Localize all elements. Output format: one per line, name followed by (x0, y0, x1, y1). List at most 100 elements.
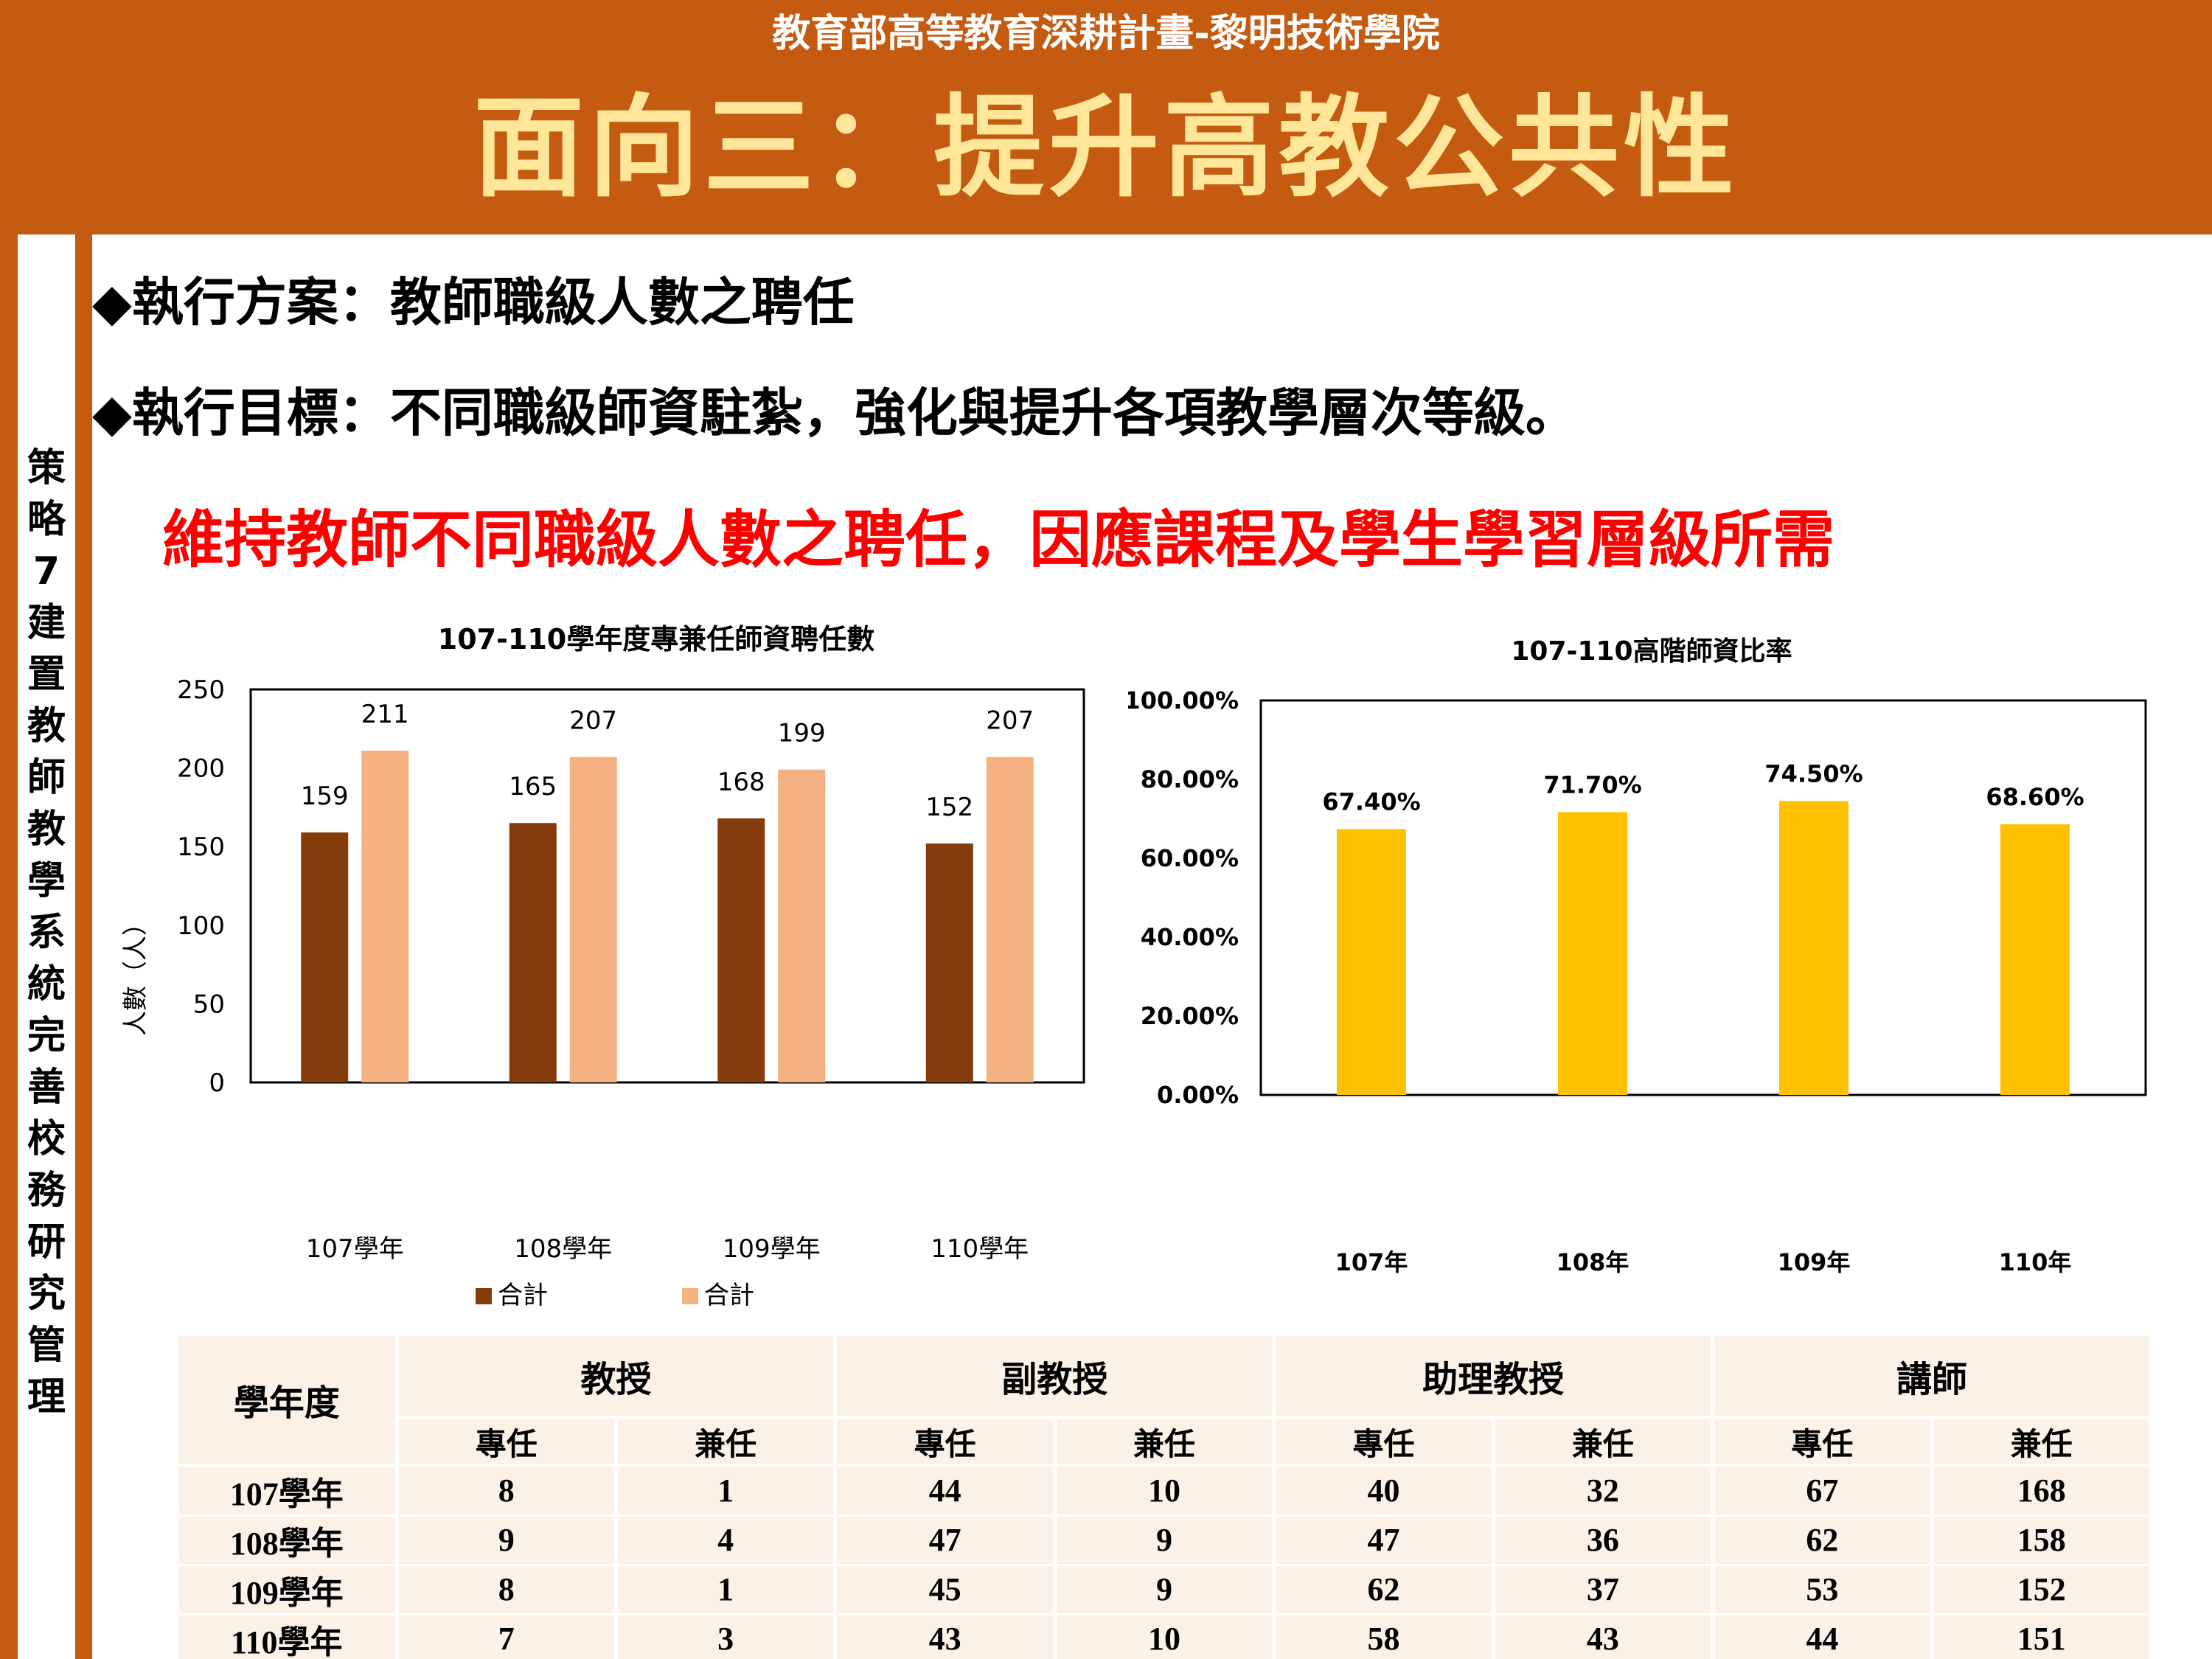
table-cell: 40 (1273, 1465, 1495, 1517)
sidebar-char: 理 (27, 1375, 66, 1419)
data-label: 159 (301, 782, 349, 811)
data-label: 168 (717, 768, 765, 797)
bar (509, 823, 557, 1082)
x-tick-label: 107學年 (306, 1234, 404, 1264)
y-axis-label: 人數（人） (121, 911, 150, 1036)
table-cell-year: 107學年 (178, 1465, 399, 1517)
table-header-full-time: 專任 (1273, 1417, 1495, 1467)
chart-senior-ratio: 107-110高階師資比率 0.00% 20.00% 40.00% 60.00% 80.… (1128, 636, 2147, 1276)
table-header-full-time: 專任 (397, 1417, 618, 1467)
sidebar-char: 系 (27, 911, 66, 955)
y-tick-label: 0.00% (1157, 1081, 1239, 1109)
header-subtitle: 教育部高等教育深耕計畫-黎明技術學院 (772, 12, 1440, 56)
bar (301, 832, 349, 1082)
table-cell: 43 (1493, 1614, 1715, 1659)
bar (1337, 829, 1406, 1095)
sidebar-char: 教 (27, 704, 66, 748)
table-row: 108學年 9 4 47 9 47 36 62 158 (178, 1515, 2154, 1566)
bar (778, 769, 826, 1082)
table-header-part-time: 兼任 (616, 1417, 838, 1467)
table-header-part-time: 兼任 (1932, 1417, 2154, 1467)
legend-swatch-series-1 (476, 1288, 492, 1304)
legend-label-series-1: 合計 (498, 1281, 548, 1310)
table-header-part-time: 兼任 (1054, 1417, 1276, 1467)
header-banner: 教育部高等教育深耕計畫-黎明技術學院 面向三：提升高教公共性 (0, 0, 2212, 234)
table-header-assistant-professor: 助理教授 (1273, 1336, 1715, 1419)
bar (569, 757, 617, 1082)
table-cell: 7 (397, 1614, 618, 1659)
table-cell: 67 (1712, 1465, 1934, 1517)
y-tick-label: 80.00% (1141, 765, 1239, 793)
sidebar-strategy-label: 策 略 7 建 置 教 師 教 學 系 統 完 善 校 務 研 究 管 理 (18, 442, 75, 1423)
bar (986, 757, 1034, 1082)
table-cell: 44 (835, 1465, 1057, 1517)
sidebar-char: 務 (27, 1169, 66, 1213)
sidebar-char: 建 (27, 601, 66, 645)
table-cell: 168 (1932, 1465, 2154, 1517)
data-label: 71.70% (1543, 771, 1641, 799)
bullet-goal: ◆執行目標：不同職級師資駐紮，強化與提升各項教學層次等級。 (92, 383, 1577, 443)
table-row: 107學年 8 1 44 10 40 32 67 168 (178, 1465, 2154, 1517)
sidebar-char: 究 (27, 1272, 66, 1316)
x-tick-label: 108學年 (514, 1234, 612, 1264)
table-header-professor: 教授 (397, 1336, 838, 1419)
data-label: 207 (569, 706, 617, 736)
sidebar-char: 統 (27, 962, 66, 1006)
table-cell: 45 (835, 1565, 1057, 1615)
bar (361, 751, 409, 1082)
bar (1558, 812, 1627, 1095)
table-header-part-time: 兼任 (1493, 1417, 1715, 1467)
y-tick-label: 150 (177, 832, 225, 862)
y-tick-label: 20.00% (1141, 1002, 1239, 1030)
data-label: 68.60% (1986, 783, 2084, 811)
table-cell: 8 (397, 1565, 618, 1615)
plot-frame (1259, 699, 2147, 1096)
sidebar-char: 研 (27, 1220, 66, 1265)
legend-label-series-2: 合計 (704, 1281, 754, 1310)
table-cell: 4 (616, 1515, 838, 1566)
data-label: 74.50% (1764, 759, 1863, 787)
table-header-full-time: 專任 (835, 1417, 1057, 1467)
bullet-plan: ◆執行方案：教師職級人數之聘任 (92, 272, 855, 333)
chart-staff-counts: 107-110學年度專兼任師資聘任數 人數（人） 0 50 100 150 200 250… (121, 623, 1085, 1310)
y-tick-label: 250 (177, 675, 225, 705)
sidebar-char: 師 (27, 756, 66, 800)
data-label: 152 (925, 793, 973, 822)
x-tick-label: 109年 (1778, 1248, 1851, 1276)
y-tick-label: 200 (177, 754, 225, 784)
highlight-statement: 維持教師不同職級人數之聘任，因應課程及學生學習層級所需 (162, 504, 1835, 576)
y-tick-label: 60.00% (1141, 844, 1239, 872)
teacher-rank-table: 學年度 教授 副教授 助理教授 講師 專任 兼任 專任 兼任 專任 兼任 專任 … (178, 1336, 2154, 1659)
table-group-header-row: 學年度 教授 副教授 助理教授 講師 (178, 1336, 2153, 1467)
x-tick-label: 107年 (1335, 1248, 1408, 1276)
table-header-year: 學年度 (178, 1336, 399, 1467)
table-cell: 10 (1054, 1465, 1276, 1517)
legend-swatch-series-2 (682, 1288, 698, 1304)
y-tick-label: 50 (193, 990, 225, 1019)
data-label: 211 (361, 700, 409, 729)
table-cell: 9 (1054, 1565, 1276, 1615)
table-cell: 53 (1712, 1565, 1934, 1615)
table-cell: 47 (1273, 1515, 1495, 1566)
bar (1779, 801, 1848, 1095)
bar (717, 818, 765, 1082)
table-cell-year: 108學年 (178, 1515, 399, 1566)
sidebar-char: 策 (27, 446, 66, 490)
table-cell: 44 (1712, 1614, 1934, 1659)
table-cell: 3 (616, 1614, 838, 1659)
sidebar-char: 置 (27, 653, 66, 697)
table-cell: 9 (397, 1515, 618, 1566)
table-sub-header-row: 專任 兼任 專任 兼任 專任 兼任 專任 兼任 (178, 1417, 2154, 1467)
sidebar-char: 略 (27, 498, 66, 542)
data-label: 165 (509, 772, 557, 801)
table-cell: 62 (1273, 1565, 1495, 1615)
table-cell: 1 (616, 1465, 838, 1517)
table-cell: 37 (1493, 1565, 1715, 1615)
sidebar-char: 校 (27, 1117, 66, 1161)
x-tick-label: 108年 (1557, 1248, 1630, 1276)
table-cell: 8 (397, 1465, 618, 1517)
table-cell: 32 (1493, 1465, 1715, 1517)
sidebar-char: 完 (27, 1014, 66, 1058)
table-cell-year: 109學年 (178, 1565, 399, 1615)
table-cell: 158 (1932, 1515, 2154, 1566)
